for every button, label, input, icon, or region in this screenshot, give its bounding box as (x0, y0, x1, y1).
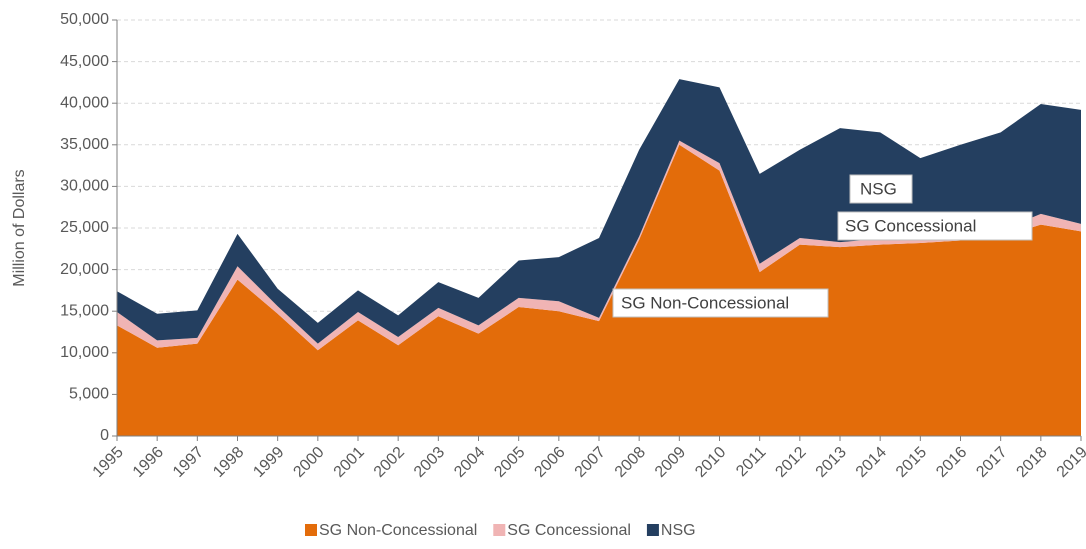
x-tick-label: 2000 (290, 444, 327, 481)
y-tick-label: 10,000 (60, 344, 109, 361)
annotation: SG Non-Concessional (612, 288, 829, 318)
x-tick-label: 2014 (853, 444, 890, 481)
x-tick-label: 2010 (692, 444, 729, 481)
legend: SG Non-Concessional SG Concessional NSG (305, 522, 696, 539)
x-tick-label: 2017 (973, 444, 1010, 481)
x-tick-label: 2019 (1054, 444, 1086, 481)
x-tick-label: 1997 (170, 444, 207, 481)
annotation-text: SG Non-Concessional (621, 293, 789, 312)
x-tick-label: 2006 (531, 444, 568, 481)
y-tick-label: 15,000 (60, 302, 109, 319)
x-tick-label: 2009 (652, 444, 689, 481)
annotation-box (849, 174, 913, 204)
x-tick-label: 2012 (772, 444, 809, 481)
y-axis-label: Million of Dollars (11, 169, 28, 286)
x-tick-label: 2004 (451, 444, 488, 481)
area (117, 144, 1081, 437)
y-tick-label: 30,000 (60, 178, 109, 195)
x-tick-label: 2018 (1013, 444, 1050, 481)
legend-label: NSG (661, 522, 696, 539)
x-tick-label: 2008 (612, 444, 649, 481)
annotation-text: SG Concessional (845, 216, 976, 235)
annotation: NSG (849, 174, 913, 204)
legend-swatch (493, 524, 506, 536)
x-tick-label: 2001 (331, 444, 368, 481)
x-tick-label: 2015 (893, 444, 930, 481)
annotation: SG Concessional (837, 211, 1033, 241)
x-tick-label: 2005 (491, 444, 528, 481)
y-tick-label: 50,000 (60, 11, 109, 28)
area (117, 79, 1081, 344)
annotation-box (837, 211, 1033, 241)
y-tick-label: 0 (100, 427, 109, 444)
legend-label: SG Concessional (507, 522, 631, 539)
annotation-box (612, 288, 829, 318)
x-tick-label: 1998 (210, 444, 247, 481)
y-tick-label: 35,000 (60, 136, 109, 153)
x-tick-label: 2002 (371, 444, 408, 481)
legend-swatch (305, 524, 317, 536)
y-tick-label: 45,000 (60, 53, 109, 70)
x-tick-label: 1996 (130, 444, 167, 481)
x-tick-label: 1999 (250, 444, 287, 481)
x-tick-label: 2013 (813, 444, 850, 481)
x-tick-label: 1995 (90, 444, 127, 481)
legend-label: SG Non-Concessional (319, 522, 477, 539)
annotation-text: NSG (860, 179, 897, 198)
y-tick-label: 40,000 (60, 94, 109, 111)
x-tick-label: 2003 (411, 444, 448, 481)
y-tick-label: 25,000 (60, 219, 109, 236)
x-tick-label: 2011 (733, 444, 769, 480)
legend-swatch (646, 524, 659, 536)
plot-area: 0 5,000 10,000 15,000 20,000 25,000 30,000 35,0… (60, 11, 1086, 481)
x-tick-label: 2007 (572, 444, 609, 481)
y-tick-label: 5,000 (69, 386, 109, 403)
y-tick-label: 20,000 (60, 261, 109, 278)
x-tick-label: 2016 (933, 444, 970, 481)
